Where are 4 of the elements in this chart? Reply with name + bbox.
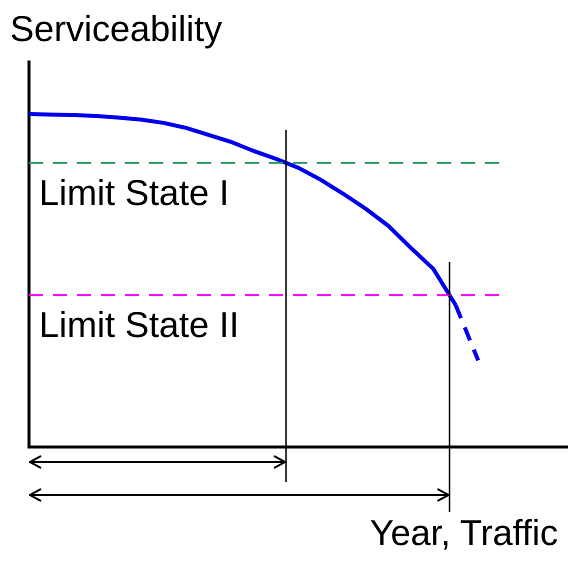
ref-line-label: Limit State I xyxy=(39,172,230,213)
ref-line-label: Limit State II xyxy=(39,304,240,346)
y-axis-title: Serviceability xyxy=(10,8,222,50)
x-axis-title: Year, Traffic xyxy=(370,512,558,554)
